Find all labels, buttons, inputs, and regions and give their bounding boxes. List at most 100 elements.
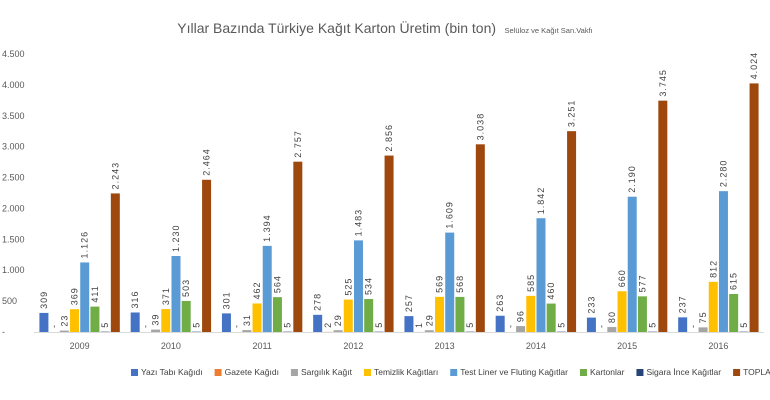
data-label: 96 [516, 310, 526, 322]
bar [130, 312, 140, 332]
bar [526, 295, 536, 332]
data-label: - [688, 324, 698, 328]
legend-swatch [131, 369, 138, 376]
data-label: 316 [130, 290, 140, 308]
bar [272, 297, 282, 332]
legend-item: Kartonlar [579, 367, 625, 377]
y-tick-label: 500 [2, 296, 17, 306]
data-label: 3.745 [658, 69, 668, 97]
bar [221, 313, 231, 332]
data-label: - [49, 324, 59, 328]
bar [364, 299, 374, 332]
legend-label: Yazı Tabı Kağıdı [141, 367, 203, 377]
bar [749, 83, 759, 332]
data-label: 1.609 [445, 201, 455, 229]
data-label: 3.038 [475, 113, 485, 141]
data-label: 1.842 [536, 187, 546, 215]
y-tick-label: 2.500 [2, 173, 25, 183]
data-label: 39 [151, 314, 161, 326]
legend: Yazı Tabı Kağıdı Gazete Kağıdı Sargılık Ka… [131, 367, 770, 377]
legend-swatch [733, 369, 741, 376]
bar [404, 316, 414, 332]
data-label: 371 [161, 287, 171, 305]
legend-swatch [290, 369, 298, 376]
bar [202, 179, 212, 332]
data-label: 5 [100, 322, 110, 328]
y-tick-label: 3.500 [2, 111, 25, 121]
data-label: 75 [698, 311, 708, 323]
data-label: 29 [424, 314, 434, 326]
bar [678, 317, 688, 332]
data-label: - [597, 324, 607, 328]
legend-label: Sargılık Kağıt [301, 367, 353, 377]
x-tick-label: 2010 [161, 341, 181, 351]
data-label: 80 [607, 311, 617, 323]
x-tick-label: 2016 [708, 341, 728, 351]
bar [424, 330, 434, 332]
data-label: 233 [586, 296, 596, 314]
data-label: 1.394 [262, 214, 272, 242]
bar [110, 193, 120, 332]
bar [90, 306, 100, 332]
bar [435, 296, 445, 332]
bar [455, 296, 465, 332]
data-label: - [505, 324, 515, 328]
legend-item: Sargılık Kağıt [290, 367, 353, 377]
bar [475, 144, 485, 332]
bar [171, 256, 181, 332]
bar [151, 329, 161, 332]
bar [161, 309, 171, 332]
bar [546, 303, 556, 332]
bar [617, 291, 627, 332]
data-label: 2.243 [110, 162, 120, 190]
bar [495, 315, 505, 332]
chart-title: Yıllar Bazında Türkiye Kağıt Karton Üret… [177, 19, 592, 37]
legend-item: Gazete Kağıdı [214, 367, 279, 377]
x-tick-label: 2009 [70, 341, 90, 351]
y-tick-label: 1.000 [2, 265, 25, 275]
data-label: 23 [59, 315, 69, 327]
legend-swatch [214, 369, 222, 376]
data-label: 2.757 [293, 130, 303, 158]
bar [567, 131, 577, 332]
bar [242, 330, 252, 332]
bar [708, 281, 718, 332]
bar [39, 312, 49, 332]
y-tick-label: 4.000 [2, 80, 25, 90]
data-label: 2.190 [627, 165, 637, 193]
data-label: 1 [414, 322, 424, 328]
data-label: 5 [465, 322, 475, 328]
data-label: 309 [39, 291, 49, 309]
bar [252, 303, 262, 332]
bar [333, 330, 343, 332]
data-label: 301 [221, 291, 231, 309]
data-label: 2 [323, 322, 333, 328]
data-label: 1.126 [80, 231, 90, 259]
y-tick-label: 4.500 [2, 49, 25, 59]
x-tick-label: 2011 [252, 341, 271, 351]
data-label: - [232, 324, 242, 328]
data-label: 3.251 [567, 100, 577, 128]
data-label: - [140, 324, 150, 328]
data-label: 2.856 [384, 124, 394, 152]
legend-item: Sigara İnce Kağıtlar [636, 367, 721, 377]
bars [39, 83, 759, 332]
legend-label: Kartonlar [590, 367, 625, 377]
data-label: 4.024 [749, 52, 759, 80]
legend-item: TOPLAM [733, 367, 770, 377]
bar [384, 155, 394, 332]
x-tick-label: 2012 [343, 341, 363, 351]
data-label: 534 [364, 277, 374, 295]
data-label: 5 [374, 322, 384, 328]
bar [637, 296, 647, 332]
y-tick-label: 1.500 [2, 234, 25, 244]
bar [181, 300, 191, 332]
legend-label: TOPLAM [743, 367, 770, 377]
data-label: 585 [526, 274, 536, 292]
y-axis: - 500 1.000 1.500 2.000 2.500 3.000 3.500 4.000 4… [2, 49, 25, 337]
legend-swatch [579, 369, 587, 376]
data-label: 2.280 [718, 160, 728, 188]
chart-source: Selüloz ve Kağıt San.Vakfı [504, 26, 592, 35]
bar [698, 327, 708, 332]
data-label: 462 [252, 281, 262, 299]
